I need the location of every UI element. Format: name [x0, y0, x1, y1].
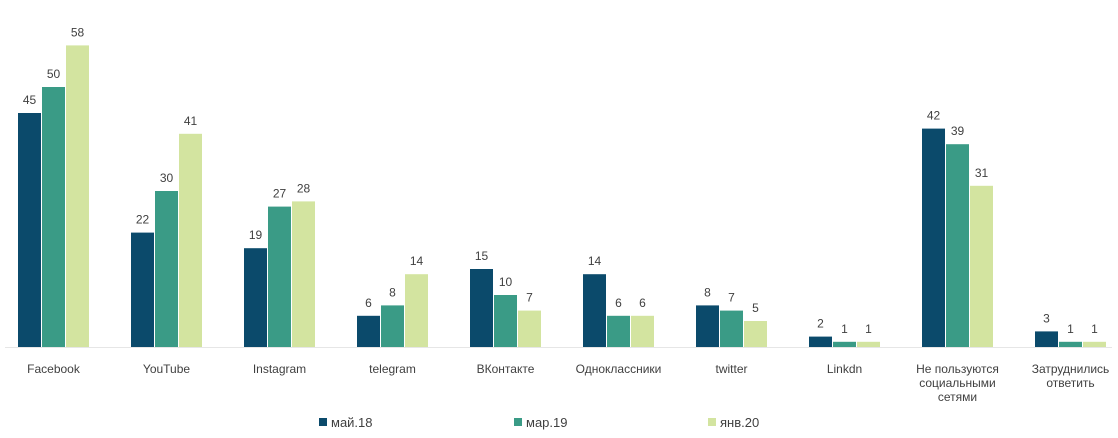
legend-swatch: [708, 418, 716, 426]
category-label: telegram: [369, 362, 416, 376]
bar: [518, 310, 541, 347]
bar-value-label: 1: [1067, 322, 1074, 336]
bar-value-label: 6: [615, 296, 622, 310]
category-label: Facebook: [27, 362, 81, 376]
bar-value-label: 1: [841, 322, 848, 336]
bar-value-label: 3: [1043, 311, 1050, 325]
bar: [833, 341, 856, 347]
category-label: twitter: [715, 362, 747, 376]
bar-value-label: 15: [475, 249, 489, 263]
bar-value-label: 28: [297, 181, 311, 195]
bar-value-label: 7: [526, 291, 533, 305]
bar: [66, 45, 89, 348]
bar: [268, 206, 291, 347]
bar: [494, 295, 517, 347]
bar: [744, 321, 767, 347]
bar: [131, 232, 154, 347]
bar: [922, 128, 945, 347]
legend-swatch: [319, 418, 327, 426]
bar-value-label: 14: [588, 254, 602, 268]
legend-label: янв.20: [720, 415, 759, 430]
bar-value-label: 31: [975, 166, 989, 180]
bar: [405, 274, 428, 347]
legend: май.18 мар.19 янв.20: [319, 415, 759, 430]
bar-value-label: 10: [499, 275, 513, 289]
bar: [244, 248, 267, 347]
bar-value-label: 6: [365, 296, 372, 310]
bar-value-label: 7: [728, 291, 735, 305]
bar-value-label: 14: [410, 254, 424, 268]
legend-swatch: [514, 418, 522, 426]
bar: [696, 305, 719, 347]
bar-value-label: 42: [927, 109, 941, 123]
legend-label: мар.19: [526, 415, 567, 430]
bar: [1059, 341, 1082, 347]
bar: [155, 191, 178, 347]
bar-value-label: 50: [47, 67, 61, 81]
bar-value-label: 27: [273, 187, 287, 201]
bar: [18, 113, 41, 347]
category-label: Linkdn: [827, 362, 862, 376]
bar-value-label: 5: [752, 301, 759, 315]
bar-value-label: 41: [184, 114, 198, 128]
bar-value-label: 1: [865, 322, 872, 336]
legend-label: май.18: [331, 415, 373, 430]
value-labels-layer: 45 50 58 22 30 41 19 27 28 6 8 14 15 10 7 14 6 6 8 7 5 2 1 1 42 3…: [23, 25, 1098, 335]
bar: [970, 185, 993, 347]
bar: [1035, 331, 1058, 347]
bar-value-label: 1: [1091, 322, 1098, 336]
bar-value-label: 58: [71, 25, 85, 39]
bar: [42, 87, 65, 347]
bar-value-label: 45: [23, 93, 37, 107]
category-label: Одноклассники: [576, 362, 662, 376]
bar-value-label: 19: [249, 228, 263, 242]
bar-value-label: 6: [639, 296, 646, 310]
bar: [607, 315, 630, 347]
bar-value-label: 2: [817, 317, 824, 331]
bar: [179, 133, 202, 347]
bar-value-label: 8: [704, 285, 711, 299]
bars-layer: [5, 45, 1112, 348]
bar: [583, 274, 606, 347]
category-label: Instagram: [253, 362, 306, 376]
category-labels-layer: Facebook YouTube Instagram telegram ВКонтакт…: [27, 362, 1109, 404]
bar-value-label: 22: [136, 213, 150, 227]
bar: [381, 305, 404, 347]
category-label: Не пользуются социальными сетями: [916, 362, 999, 404]
category-label: ВКонтакте: [477, 362, 535, 376]
bar: [857, 341, 880, 347]
bar-value-label: 30: [160, 171, 174, 185]
bar: [720, 310, 743, 347]
category-label: YouTube: [143, 362, 190, 376]
category-label: Затруднились ответить: [1032, 362, 1110, 390]
bar: [470, 269, 493, 347]
bar: [292, 201, 315, 347]
bar-value-label: 8: [389, 285, 396, 299]
bar: [946, 144, 969, 347]
bar: [1083, 341, 1106, 347]
bar: [631, 315, 654, 347]
bar: [357, 315, 380, 347]
bar: [809, 336, 832, 347]
bar-value-label: 39: [951, 124, 965, 138]
